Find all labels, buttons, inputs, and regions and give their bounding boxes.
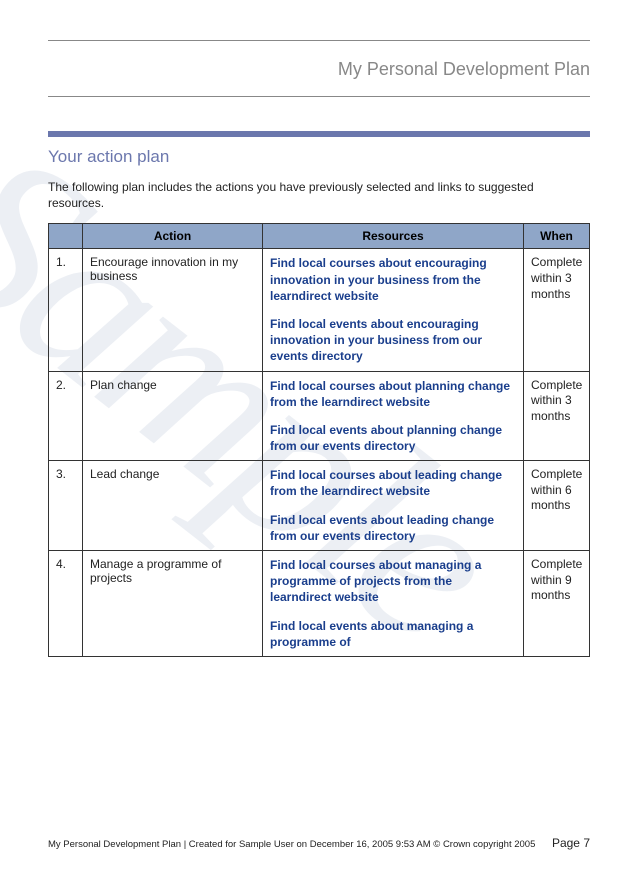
footer-page-number: Page 7 <box>552 836 590 850</box>
cell-action: Manage a programme of projects <box>83 551 263 657</box>
table-row: 1. Encourage innovation in my business F… <box>49 249 590 371</box>
cell-num: 2. <box>49 371 83 461</box>
th-when: When <box>524 224 590 249</box>
th-resources: Resources <box>263 224 524 249</box>
resource-link[interactable]: Find local events about leading change f… <box>270 512 516 544</box>
table-row: 4. Manage a programme of projects Find l… <box>49 551 590 657</box>
table-header-row: Action Resources When <box>49 224 590 249</box>
under-title-rule <box>48 96 590 97</box>
cell-resources: Find local courses about planning change… <box>263 371 524 461</box>
cell-when: Complete within 3 months <box>524 371 590 461</box>
section-bar <box>48 131 590 137</box>
resource-link[interactable]: Find local events about encouraging inno… <box>270 316 516 365</box>
cell-when: Complete within 9 months <box>524 551 590 657</box>
footer-left: My Personal Development Plan | Created f… <box>48 839 535 850</box>
cell-when: Complete within 6 months <box>524 461 590 551</box>
table-row: 2. Plan change Find local courses about … <box>49 371 590 461</box>
th-num <box>49 224 83 249</box>
cell-num: 3. <box>49 461 83 551</box>
cell-action: Encourage innovation in my business <box>83 249 263 371</box>
resource-link[interactable]: Find local courses about leading change … <box>270 467 516 499</box>
intro-text: The following plan includes the actions … <box>48 179 590 211</box>
resource-link[interactable]: Find local courses about planning change… <box>270 378 516 410</box>
section-title: Your action plan <box>48 147 590 167</box>
cell-when: Complete within 3 months <box>524 249 590 371</box>
resource-link[interactable]: Find local events about planning change … <box>270 422 516 454</box>
top-rule <box>48 40 590 41</box>
cell-resources: Find local courses about managing a prog… <box>263 551 524 657</box>
th-action: Action <box>83 224 263 249</box>
document-title: My Personal Development Plan <box>48 59 590 80</box>
action-plan-table: Action Resources When 1. Encourage innov… <box>48 223 590 657</box>
cell-action: Lead change <box>83 461 263 551</box>
cell-num: 4. <box>49 551 83 657</box>
cell-num: 1. <box>49 249 83 371</box>
resource-link[interactable]: Find local courses about managing a prog… <box>270 557 516 606</box>
cell-resources: Find local courses about encouraging inn… <box>263 249 524 371</box>
page-container: My Personal Development Plan Your action… <box>0 0 638 878</box>
resource-link[interactable]: Find local courses about encouraging inn… <box>270 255 516 304</box>
page-footer: My Personal Development Plan | Created f… <box>48 826 590 850</box>
table-row: 3. Lead change Find local courses about … <box>49 461 590 551</box>
cell-action: Plan change <box>83 371 263 461</box>
resource-link[interactable]: Find local events about managing a progr… <box>270 618 516 650</box>
cell-resources: Find local courses about leading change … <box>263 461 524 551</box>
